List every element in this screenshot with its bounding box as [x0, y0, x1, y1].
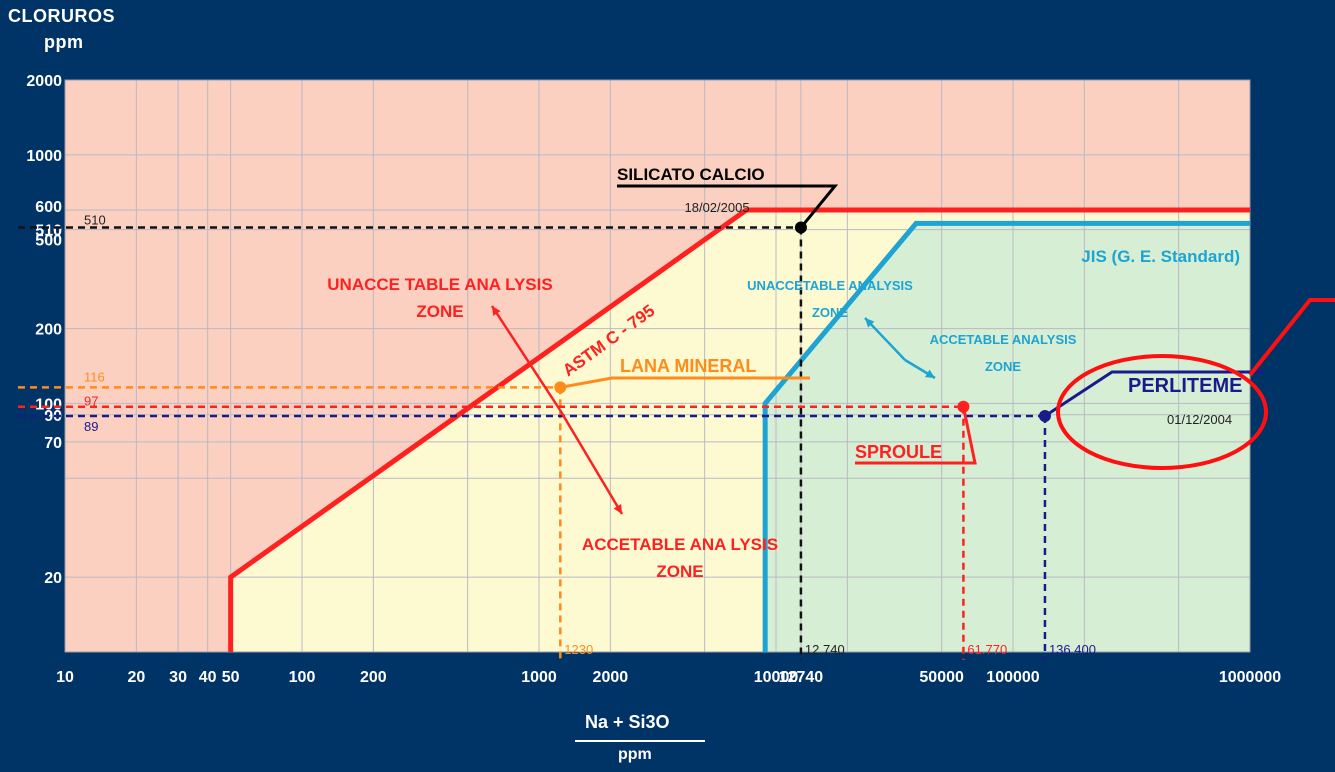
x-tick-label: 50	[222, 669, 240, 686]
x-tick-label: 10	[56, 669, 74, 686]
perliteme-leader	[1044, 370, 1265, 418]
x-tick-label: 1000	[521, 669, 557, 686]
x-axis-title: Na + Si3O	[585, 712, 670, 732]
x-tick-label: 30	[169, 669, 187, 686]
arrow-to-unacceptable	[490, 305, 562, 411]
x-tick-label: 1000000	[1219, 669, 1281, 686]
jis-arrow-up	[864, 317, 906, 361]
silicato-calcio-y-value: 510	[84, 213, 106, 228]
x-tick-label: 10000	[754, 669, 799, 686]
acceptable-zone-label-line: ZONE	[656, 562, 703, 581]
acceptable-zone-label-line: ACCETABLE ANA LYSIS	[582, 535, 778, 554]
jis-series-label: JIS (G. E. Standard)	[1081, 247, 1240, 266]
lana-mineral-x-value: 1230	[564, 642, 593, 657]
x-tick-label: 200	[360, 669, 387, 686]
lana-mineral-leader	[560, 376, 810, 389]
unacceptable-zone-label-line: UNACCE TABLE ANA LYSIS	[327, 275, 552, 294]
x-tick-label: 20	[127, 669, 145, 686]
sproule-leader	[855, 406, 977, 465]
perliteme-y-value: 89	[84, 419, 98, 434]
x-tick-label: 2000	[593, 669, 629, 686]
y-axis-unit: ppm	[44, 32, 84, 52]
y-tick-label: 600	[35, 199, 62, 216]
jis-acceptable-zone-label-line: ACCETABLE ANALYSIS	[930, 332, 1077, 347]
y-tick-label: 100	[35, 396, 62, 413]
silicato-calcio-x-value: 12.740	[805, 642, 845, 657]
sproule-y-value: 97	[84, 394, 98, 409]
highlight-ellipse	[1056, 354, 1268, 470]
jis-boundary-line	[762, 220, 1250, 652]
arrow-to-acceptable	[558, 409, 624, 515]
x-tick-label: 50000	[919, 669, 964, 686]
jis-arrow-up-head	[865, 318, 875, 328]
x-tick-label: 40	[199, 669, 217, 686]
x-axis-fraction-bar	[575, 740, 705, 742]
lana-mineral-y-value: 116	[84, 369, 105, 384]
perliteme-label: PERLITEME	[1128, 375, 1242, 397]
unacceptable-zone-label-line: ZONE	[416, 302, 463, 321]
jis-arrow-down-head	[925, 369, 935, 378]
y-tick-label: 500	[35, 233, 62, 250]
jis-acceptable-zone-label-line: ZONE	[985, 359, 1021, 374]
y-tick-label: 2000	[26, 73, 62, 90]
y-tick-label: 70	[44, 435, 62, 452]
x-tick-label: 100000	[986, 669, 1039, 686]
arrow-to-unacceptable-head	[492, 306, 501, 316]
jis-unacceptable-zone-label-line: ZONE	[812, 305, 848, 320]
sproule-x-value: 61.770	[967, 642, 1007, 657]
astm-boundary-line	[228, 207, 1250, 652]
highlight-pointer-line	[1248, 298, 1335, 377]
perliteme-x-value: 136.400	[1049, 642, 1096, 657]
sproule-label: SPROULE	[855, 442, 942, 462]
perliteme-date: 01/12/2004	[1167, 412, 1232, 427]
silicato-calcio-label: SILICATO CALCIO	[617, 165, 765, 184]
y-tick-label: 200	[35, 322, 62, 339]
jis-unacceptable-zone-label-line: UNACCETABLE ANALYSIS	[747, 278, 913, 293]
y-tick-label: 20	[44, 570, 62, 587]
x-tick-label: 12740	[779, 669, 824, 686]
x-tick-label: 100	[289, 669, 316, 686]
arrow-to-acceptable-head	[613, 504, 622, 514]
jis-acceptable-zone	[765, 223, 1250, 652]
plot-frame	[64, 79, 1251, 653]
silicato-calcio-leader	[617, 184, 839, 229]
y-axis-title: CLORUROS	[8, 6, 115, 26]
y-tick-label: 1000	[26, 148, 62, 165]
y-tick-label: 90	[44, 408, 62, 425]
silicato-calcio-date: 18/02/2005	[685, 200, 750, 215]
x-axis-unit: ppm	[618, 746, 652, 763]
lana-mineral-label: LANA MINERAL	[620, 356, 756, 376]
